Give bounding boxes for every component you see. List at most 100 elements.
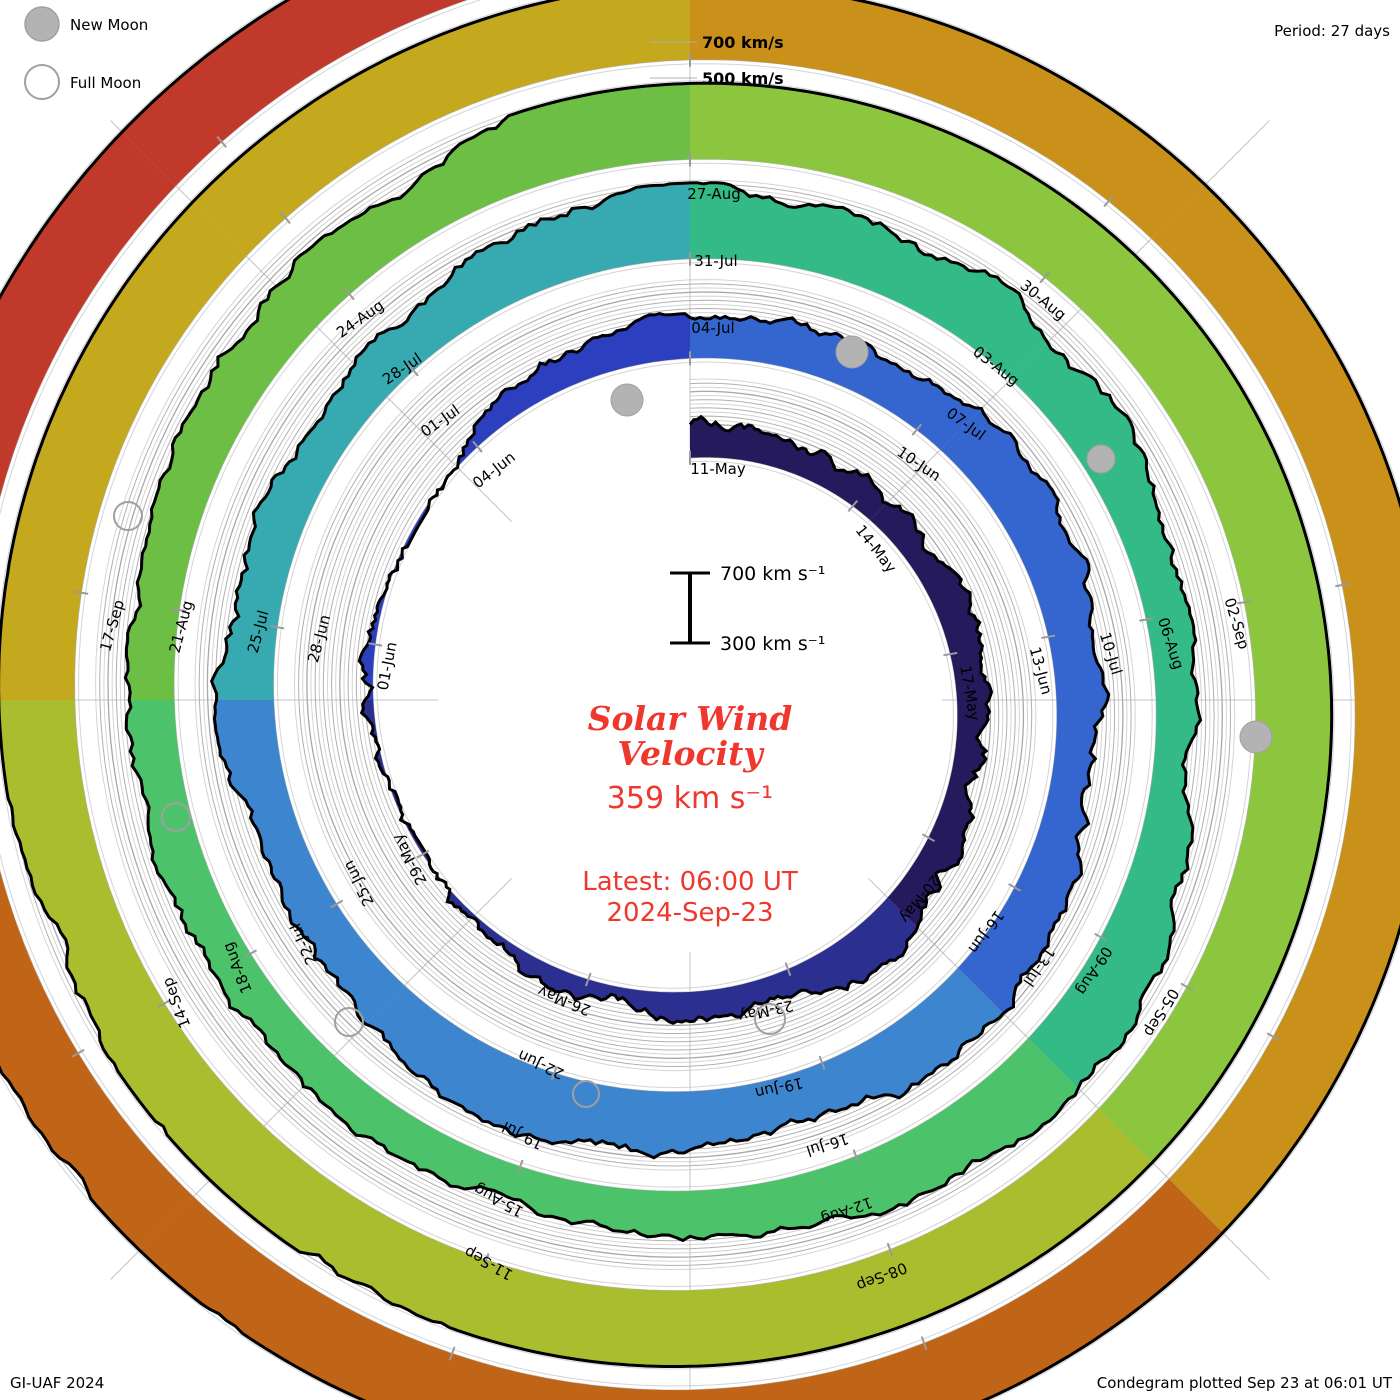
spiral-band-segment	[122, 0, 467, 186]
spiral-band-segment	[211, 364, 387, 700]
full-moon-marker	[572, 1080, 600, 1108]
spoke-tick	[368, 642, 383, 647]
scalebar-label-bottom: 300 km s⁻¹	[720, 633, 825, 655]
spoke-tick	[784, 962, 792, 977]
spoke-tick	[344, 288, 355, 301]
date-label-04-jul: 04-Jul	[691, 319, 734, 337]
spiral-band-segment	[210, 1126, 690, 1367]
spoke-tick	[852, 1149, 860, 1164]
spoke-tick	[330, 899, 344, 909]
spiral-band-segment	[365, 985, 690, 1158]
radial-label-700: 700 km/s	[702, 33, 784, 52]
spoke-tick	[482, 1253, 490, 1267]
spiral-band-segment	[0, 132, 176, 497]
spoke-tick	[1041, 634, 1056, 640]
spiral-band-segment	[1028, 700, 1201, 1089]
spoke-tick	[1180, 982, 1194, 992]
spoke-tick	[920, 1336, 928, 1351]
spoke-tick	[1103, 195, 1114, 208]
spiral-band-segment	[303, 1055, 690, 1241]
center-readout: Solar Wind Velocity 359 km s⁻¹ Latest: 0…	[582, 699, 798, 928]
center-title-line2: Velocity	[617, 734, 765, 773]
spoke-tick	[243, 949, 258, 959]
new-moon-marker	[835, 335, 869, 369]
spoke-tick	[818, 1055, 826, 1070]
spoke-tick	[1335, 582, 1350, 588]
spiral-band-segment	[472, 915, 690, 1024]
spoke-tick	[1139, 617, 1154, 622]
spoke-tick	[74, 590, 89, 595]
spiral-band-segment	[870, 503, 992, 700]
spoke-tick	[1039, 271, 1050, 284]
radial-label-500: 500 km/s	[702, 69, 784, 88]
spoke-tick	[416, 849, 430, 859]
spoke-ticks	[71, 52, 1350, 1361]
period-label: Period: 27 days	[1274, 22, 1390, 40]
spiral-band-segment	[690, 416, 887, 520]
spiral-band-segment	[690, 182, 1048, 380]
spoke-tick	[270, 625, 285, 630]
date-label-01-jun: 01-Jun	[374, 640, 401, 691]
spiral-band-segment	[0, 700, 264, 1180]
spoke-tick	[172, 607, 187, 613]
spiral-band-segment	[958, 700, 1108, 1014]
spoke-tick	[550, 1066, 558, 1080]
date-label-16-jul: 16-Jul	[804, 1129, 851, 1160]
spoke-tick	[975, 347, 986, 360]
spiral-band-segment	[1010, 342, 1198, 700]
spiral-band-segment	[354, 182, 690, 397]
spiral-band-segment	[361, 700, 475, 918]
spoke-tick	[472, 440, 483, 453]
center-current-value: 359 km s⁻¹	[607, 781, 773, 816]
center-title-line1: Solar Wind	[588, 699, 793, 738]
spoke-tick	[921, 833, 936, 843]
spoke-tick	[516, 1159, 524, 1174]
spiral-band-segment	[690, 1179, 1223, 1400]
spiral-band-segment	[192, 0, 690, 257]
spiral-band-segment	[887, 700, 990, 928]
full-moon-marker	[754, 1003, 786, 1035]
full-moon-icon	[24, 64, 60, 100]
new-moon-marker	[1239, 720, 1273, 754]
spoke-tick	[1094, 932, 1108, 942]
spiral-band-segment	[359, 467, 458, 700]
spiral-band-segment	[690, 316, 982, 450]
spiral-band-segment	[276, 83, 690, 327]
date-label-04-jun: 04-Jun	[469, 448, 519, 492]
spiral-band-segment	[214, 700, 405, 1025]
spiral-band-segment	[457, 313, 690, 468]
spoke-tick	[408, 364, 419, 377]
spiral-band-segment	[690, 83, 1135, 309]
spoke-tick	[1237, 600, 1252, 605]
moon-legend: New Moon Full Moon	[24, 6, 148, 100]
new-moon-legend-label: New Moon	[70, 16, 148, 34]
new-moon-icon	[24, 6, 60, 42]
spoke-tick	[157, 999, 171, 1008]
velocity-scalebar: 700 km s⁻¹ 300 km s⁻¹	[670, 563, 825, 655]
center-latest-date: 2024-Sep-23	[606, 898, 773, 928]
spoke-tick	[1008, 883, 1022, 892]
full-moon-marker	[113, 501, 143, 531]
radial-axis-labels: 700 km/s 500 km/s	[650, 33, 784, 88]
spiral-band-segment	[690, 1038, 1079, 1240]
date-label-28-jun: 28-Jun	[304, 613, 334, 665]
spiral-band-segment	[126, 700, 335, 1087]
spoke-tick	[911, 423, 923, 436]
spiral-band-segment	[690, 897, 918, 1022]
date-label-10-jun: 10-Jun	[894, 443, 945, 485]
spiral-band-segment	[690, 968, 1004, 1150]
footer-credit: GI-UAF 2024	[10, 1374, 104, 1392]
full-moon-marker	[334, 1007, 364, 1037]
spoke-tick	[886, 1242, 894, 1257]
spiral-band-segment	[0, 871, 194, 1251]
spoke-tick	[448, 1346, 456, 1361]
spoke-tick	[943, 651, 958, 657]
spoke-tick	[71, 1048, 85, 1058]
date-label-11-may: 11-May	[690, 460, 746, 478]
spiral-band-segment	[690, 1108, 1153, 1367]
moon-phase-markers	[113, 335, 1273, 1108]
